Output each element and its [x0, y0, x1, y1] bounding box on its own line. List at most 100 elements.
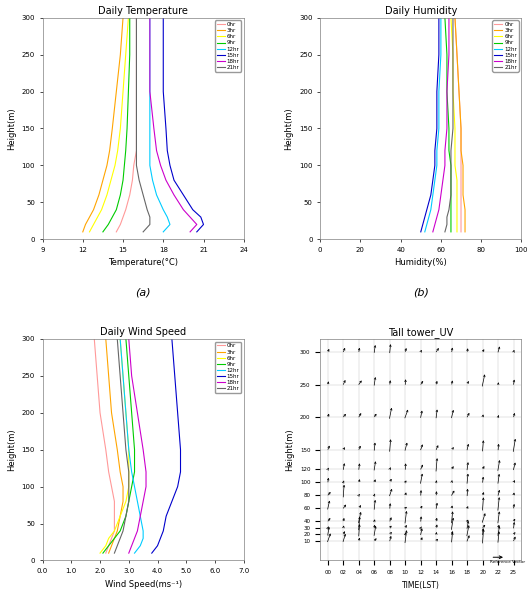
- 12hr: [147, 162, 153, 169]
- 21hr: [448, 191, 454, 198]
- 9hr: [128, 409, 135, 417]
- 6hr: [454, 214, 460, 221]
- 9hr: [111, 535, 118, 542]
- 9hr: [99, 549, 106, 556]
- 6hr: [108, 176, 114, 183]
- 0hr: [458, 162, 464, 169]
- 0hr: [452, 14, 458, 21]
- 21hr: [136, 176, 143, 183]
- 15hr: [194, 228, 200, 235]
- Text: Reference Vector: Reference Vector: [491, 560, 526, 565]
- 12hr: [126, 446, 132, 453]
- 6hr: [86, 228, 93, 235]
- 12hr: [434, 162, 440, 169]
- 21hr: [446, 206, 452, 213]
- 21hr: [442, 228, 448, 235]
- 15hr: [421, 214, 428, 221]
- 3hr: [117, 51, 123, 58]
- 9hr: [448, 221, 454, 228]
- 15hr: [160, 14, 167, 21]
- 18hr: [187, 214, 193, 221]
- 18hr: [163, 176, 169, 183]
- 18hr: [171, 191, 177, 198]
- Line: 18hr: 18hr: [150, 18, 197, 232]
- Line: 21hr: 21hr: [114, 339, 129, 553]
- 15hr: [171, 176, 177, 183]
- 9hr: [122, 147, 129, 154]
- 15hr: [430, 176, 436, 183]
- 6hr: [126, 446, 132, 453]
- 3hr: [113, 88, 120, 95]
- 3hr: [462, 228, 468, 235]
- 3hr: [120, 498, 126, 505]
- 6hr: [122, 51, 129, 58]
- 15hr: [431, 162, 438, 169]
- 0hr: [458, 206, 464, 213]
- 21hr: [117, 372, 123, 379]
- 6hr: [126, 468, 132, 476]
- 6hr: [112, 162, 118, 169]
- 9hr: [105, 542, 112, 549]
- 0hr: [133, 14, 139, 21]
- Line: 3hr: 3hr: [455, 18, 465, 232]
- 9hr: [123, 335, 129, 342]
- 21hr: [444, 221, 450, 228]
- 18hr: [187, 228, 193, 235]
- 12hr: [120, 372, 126, 379]
- 21hr: [123, 446, 129, 453]
- 3hr: [458, 125, 464, 132]
- 3hr: [120, 14, 126, 21]
- 0hr: [454, 51, 460, 58]
- 0hr: [458, 221, 464, 228]
- 15hr: [434, 125, 440, 132]
- Line: 15hr: 15hr: [152, 339, 180, 553]
- Y-axis label: Height(m): Height(m): [285, 107, 294, 150]
- 0hr: [103, 446, 109, 453]
- 15hr: [434, 88, 440, 95]
- 15hr: [160, 88, 167, 95]
- 0hr: [109, 483, 115, 490]
- 6hr: [454, 206, 460, 213]
- 15hr: [420, 221, 426, 228]
- Text: (b): (b): [413, 288, 429, 298]
- 18hr: [444, 88, 450, 95]
- 9hr: [442, 14, 448, 21]
- 0hr: [127, 191, 133, 198]
- 18hr: [442, 147, 448, 154]
- 21hr: [120, 409, 126, 417]
- 0hr: [133, 147, 139, 154]
- 9hr: [448, 176, 454, 183]
- 12hr: [438, 14, 444, 21]
- 6hr: [114, 147, 121, 154]
- 12hr: [137, 513, 144, 520]
- 12hr: [117, 335, 123, 342]
- 12hr: [140, 535, 146, 542]
- 21hr: [114, 542, 120, 549]
- 0hr: [103, 549, 109, 556]
- 18hr: [151, 125, 157, 132]
- 9hr: [123, 513, 129, 520]
- 21hr: [126, 483, 132, 490]
- 18hr: [440, 176, 446, 183]
- 9hr: [125, 88, 131, 95]
- 3hr: [99, 176, 106, 183]
- Line: 9hr: 9hr: [445, 18, 451, 232]
- 15hr: [197, 214, 204, 221]
- Title: Daily Humidity: Daily Humidity: [385, 5, 457, 15]
- 21hr: [123, 513, 129, 520]
- 15hr: [160, 527, 167, 535]
- 21hr: [450, 125, 456, 132]
- Y-axis label: Height(m): Height(m): [7, 107, 16, 150]
- 0hr: [458, 228, 464, 235]
- 0hr: [105, 542, 112, 549]
- 12hr: [428, 206, 434, 213]
- 21hr: [133, 147, 139, 154]
- 18hr: [137, 513, 144, 520]
- 15hr: [428, 191, 434, 198]
- 0hr: [113, 228, 120, 235]
- Line: 18hr: 18hr: [129, 339, 146, 553]
- 9hr: [99, 228, 106, 235]
- 6hr: [98, 206, 105, 213]
- 3hr: [104, 162, 110, 169]
- 3hr: [114, 446, 120, 453]
